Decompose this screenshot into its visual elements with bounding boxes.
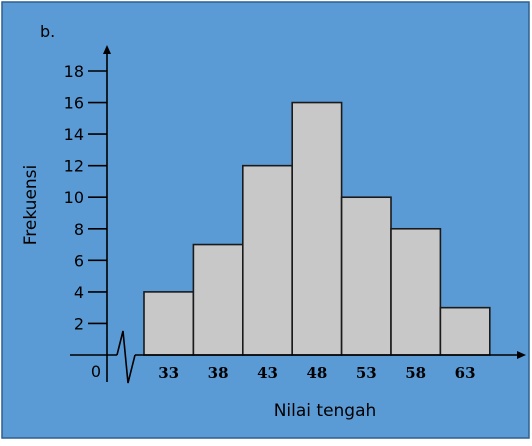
- y-tick-label-18: 18: [64, 62, 84, 81]
- bar-33: [143, 291, 195, 356]
- y-tick-label-12: 12: [64, 157, 84, 176]
- x-tick-label-63: 63: [455, 364, 476, 382]
- bar-53: [340, 196, 392, 356]
- bar-48: [291, 101, 343, 356]
- y-tick-label-2: 2: [74, 314, 84, 333]
- x-axis-arrow-icon: [517, 351, 526, 359]
- y-tick-label-14: 14: [64, 125, 84, 144]
- x-tick-label-38: 38: [208, 364, 229, 382]
- x-tick-label-53: 53: [356, 364, 377, 382]
- bar-43: [242, 164, 294, 356]
- y-tick-label-16: 16: [64, 94, 84, 113]
- x-tick-label-58: 58: [405, 364, 426, 382]
- bar-58: [390, 227, 442, 356]
- x-tick-label-43: 43: [257, 364, 278, 382]
- axes-layer: [70, 45, 526, 384]
- x-axis-label: Nilai tengah: [274, 401, 377, 421]
- y-axis-arrow-icon: [103, 45, 111, 54]
- origin-label: 0: [91, 362, 101, 381]
- x-ticks-layer: 33 38 43 48 53 58 63: [158, 364, 475, 382]
- bar-63: [439, 306, 491, 356]
- y-tick-label-8: 8: [74, 220, 84, 239]
- x-tick-label-33: 33: [158, 364, 179, 382]
- x-tick-label-48: 48: [306, 364, 327, 382]
- panel-label: b.: [40, 22, 55, 41]
- bars-layer: [143, 101, 491, 356]
- y-tick-label-6: 6: [74, 251, 84, 270]
- y-axis-label: Frekuensi: [21, 165, 41, 246]
- y-tick-label-10: 10: [64, 188, 84, 207]
- bar-38: [192, 243, 244, 356]
- axis-break-icon: [116, 330, 136, 384]
- y-ticks-layer: 2 4 6 8 10 12 14 16 18: [64, 62, 107, 333]
- y-tick-label-4: 4: [74, 283, 84, 302]
